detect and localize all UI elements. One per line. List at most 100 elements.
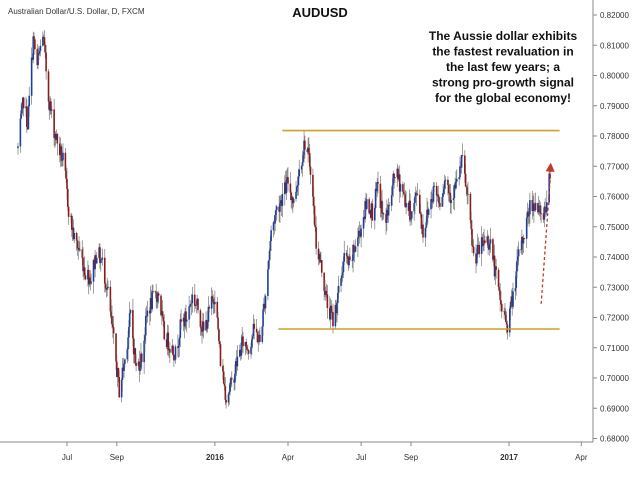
candle-up	[370, 203, 373, 218]
candle-up	[50, 109, 53, 111]
candle-down	[527, 211, 530, 217]
candle-down	[544, 206, 546, 209]
candle-down	[212, 298, 215, 303]
candle-up	[399, 184, 402, 192]
candle-up	[264, 296, 267, 309]
candle-up	[88, 277, 91, 285]
candle-up	[152, 291, 154, 293]
annotation-line: for the global economy!	[435, 91, 571, 105]
candle-down	[416, 193, 419, 195]
candle-down	[217, 317, 219, 330]
candle-down	[409, 200, 411, 220]
candle-up	[17, 146, 19, 149]
candle-down	[415, 192, 418, 194]
candle-down	[365, 201, 367, 209]
candle-down	[464, 173, 467, 187]
candle-down	[407, 202, 410, 211]
candle-down	[403, 193, 406, 195]
candle-down	[531, 200, 534, 211]
candle-down	[247, 349, 249, 351]
candle-down	[309, 166, 312, 175]
candle-up	[302, 155, 305, 162]
candle-up	[433, 185, 436, 187]
candle-up	[185, 319, 188, 322]
candle-down	[438, 197, 440, 204]
candle-down	[34, 39, 36, 50]
candle-down	[95, 255, 97, 264]
candle-down	[110, 311, 112, 316]
candle-up	[337, 285, 340, 293]
candle-up	[341, 275, 343, 279]
candle-up	[526, 211, 529, 219]
candle-down	[475, 253, 477, 264]
candle-down	[93, 260, 96, 270]
candle-up	[517, 256, 519, 261]
candle-up	[149, 297, 152, 314]
candle-down	[256, 332, 259, 343]
candle-down	[239, 349, 242, 356]
candle-down	[335, 304, 338, 314]
candle-down	[308, 147, 310, 153]
candle-up	[516, 260, 518, 272]
candle-down	[165, 339, 168, 348]
candle-up	[98, 247, 100, 258]
candle-up	[522, 238, 525, 244]
candle-down	[87, 269, 90, 285]
candle-down	[197, 298, 199, 311]
candle-up	[32, 36, 35, 60]
candle-down	[200, 326, 203, 329]
candle-up	[144, 335, 146, 341]
candle-down	[103, 257, 106, 284]
candle-up	[410, 211, 413, 219]
candle-up	[489, 239, 492, 244]
candle-up	[436, 194, 439, 196]
candle-down	[304, 140, 306, 150]
candle-up	[191, 294, 194, 304]
candle-up	[272, 222, 275, 231]
candle-down	[280, 200, 283, 206]
candle-down	[523, 238, 526, 239]
candle-down	[487, 236, 489, 246]
candle-down	[140, 353, 143, 363]
candle-down	[504, 311, 506, 315]
candle-up	[174, 346, 177, 360]
candle-down	[211, 296, 214, 299]
candle-up	[517, 249, 520, 257]
candle-up	[334, 304, 337, 327]
candle-down	[466, 187, 469, 194]
candle-down	[379, 183, 382, 209]
candle-up	[189, 304, 192, 306]
candle-up	[210, 296, 213, 309]
candle-down	[115, 333, 117, 362]
candle-down	[208, 306, 211, 309]
candle-up	[30, 57, 33, 96]
candle-up	[133, 348, 136, 355]
candle-up	[391, 185, 394, 196]
candle-down	[180, 319, 182, 322]
candle-down	[81, 249, 84, 259]
candle-down	[404, 194, 407, 208]
candle-up	[275, 210, 277, 215]
candle-up	[38, 50, 41, 53]
candle-up	[357, 237, 359, 247]
candle-up	[303, 140, 305, 156]
candle-up	[83, 267, 85, 272]
candle-down	[382, 213, 385, 215]
candle-up	[443, 180, 446, 189]
candle-down	[78, 247, 80, 251]
candle-down	[345, 252, 348, 256]
candle-down	[427, 209, 429, 215]
candle-down	[245, 341, 248, 347]
candle-up	[543, 206, 546, 220]
candle-down	[206, 320, 208, 329]
candle-up	[27, 106, 30, 130]
candle-down	[324, 290, 326, 295]
candle-down	[163, 321, 166, 340]
candle-up	[49, 101, 51, 111]
candle-up	[509, 301, 512, 309]
candle-down	[134, 348, 137, 363]
candle-down	[542, 213, 545, 220]
candle-down	[109, 286, 112, 312]
candle-down	[213, 302, 215, 305]
